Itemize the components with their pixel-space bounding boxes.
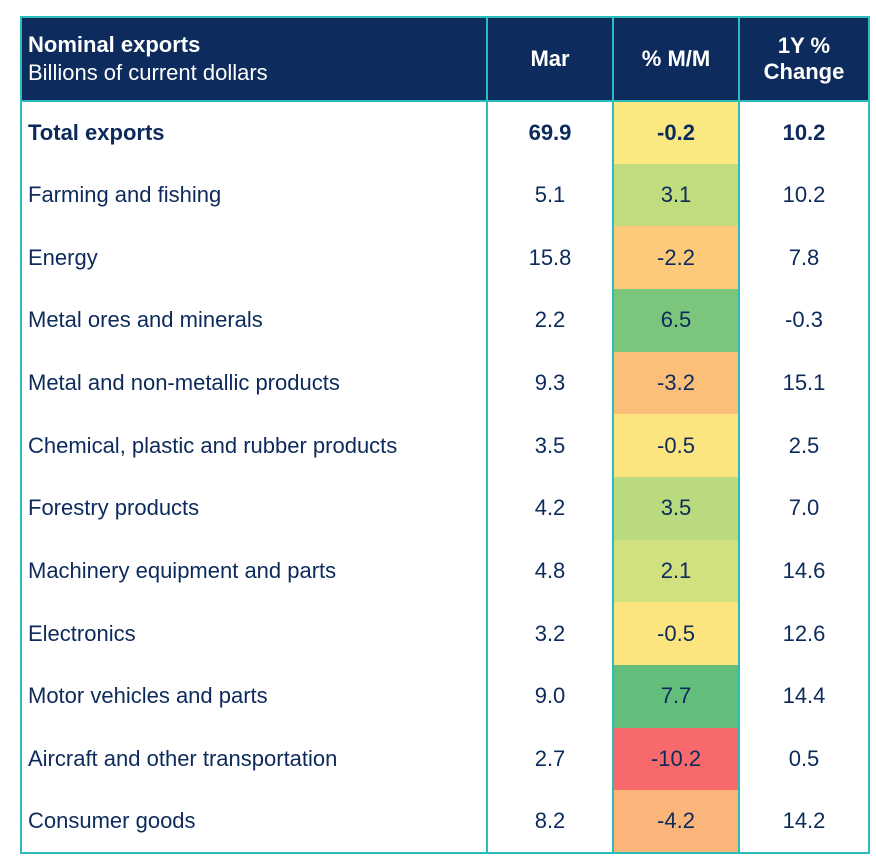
yoy-value: -0.3: [738, 288, 869, 352]
table-header: Nominal exports Billions of current doll…: [21, 17, 869, 102]
mar-value: 2.2: [486, 288, 613, 352]
table-row: Total exports 69.9 -0.2 10.2: [21, 101, 869, 164]
yoy-value: 7.8: [738, 226, 869, 289]
mm-value: 2.1: [612, 539, 739, 603]
mm-value: -3.2: [612, 351, 739, 415]
column-header-yoy: 1Y % Change: [738, 17, 869, 102]
mar-value: 3.2: [486, 602, 613, 665]
column-header-yoy-line1: 1Y %: [777, 33, 831, 58]
column-header-mm: % M/M: [612, 17, 739, 102]
row-label: Total exports: [28, 119, 165, 145]
mar-value: 4.2: [486, 476, 613, 540]
row-label: Energy: [28, 244, 98, 270]
row-label: Chemical, plastic and rubber products: [28, 432, 398, 458]
table-row: Metal ores and minerals 2.2 6.5 -0.3: [21, 288, 869, 352]
table-subtitle: Billions of current dollars: [28, 60, 268, 85]
exports-table-container: Nominal exports Billions of current doll…: [20, 16, 870, 854]
table-row: Farming and fishing 5.1 3.1 10.2: [21, 163, 869, 227]
yoy-value: 10.2: [738, 101, 869, 164]
row-label: Motor vehicles and parts: [28, 683, 268, 709]
mm-value: -4.2: [612, 790, 739, 853]
table-row: Chemical, plastic and rubber products 3.…: [21, 414, 869, 477]
mm-value: 7.7: [612, 664, 739, 728]
mar-value: 8.2: [486, 790, 613, 853]
exports-table: Nominal exports Billions of current doll…: [20, 16, 870, 854]
row-label: Farming and fishing: [28, 181, 222, 207]
yoy-value: 14.4: [738, 664, 869, 728]
yoy-value: 14.2: [738, 790, 869, 853]
row-label: Consumer goods: [28, 808, 196, 834]
mm-value: 3.5: [612, 476, 739, 540]
table-row: Aircraft and other transportation 2.7 -1…: [21, 727, 869, 791]
mar-value: 4.8: [486, 539, 613, 603]
yoy-value: 0.5: [738, 727, 869, 791]
mm-value: -0.2: [612, 101, 739, 164]
yoy-value: 12.6: [738, 602, 869, 665]
mar-value: 5.1: [486, 163, 613, 227]
table-body: Total exports 69.9 -0.2 10.2 Farming and…: [21, 101, 869, 853]
table-row: Metal and non-metallic products 9.3 -3.2…: [21, 351, 869, 415]
table-row: Electronics 3.2 -0.5 12.6: [21, 602, 869, 665]
row-label: Metal ores and minerals: [28, 307, 263, 333]
table-row: Machinery equipment and parts 4.8 2.1 14…: [21, 539, 869, 603]
header-row: Nominal exports Billions of current doll…: [21, 17, 869, 102]
table-row: Consumer goods 8.2 -4.2 14.2: [21, 790, 869, 853]
row-label: Electronics: [28, 620, 136, 646]
mm-value: -2.2: [612, 226, 739, 289]
header-title-cell: Nominal exports Billions of current doll…: [21, 17, 487, 102]
mm-value: -0.5: [612, 602, 739, 665]
row-label: Forestry products: [28, 495, 200, 521]
mar-value: 69.9: [486, 101, 613, 164]
mar-value: 9.3: [486, 351, 613, 415]
table-row: Forestry products 4.2 3.5 7.0: [21, 476, 869, 540]
mar-value: 9.0: [486, 664, 613, 728]
yoy-value: 2.5: [738, 414, 869, 477]
mm-value: -0.5: [612, 414, 739, 477]
row-label: Aircraft and other transportation: [28, 745, 338, 771]
mm-value: -10.2: [612, 727, 739, 791]
row-label: Metal and non-metallic products: [28, 369, 340, 395]
yoy-value: 10.2: [738, 163, 869, 227]
mm-value: 6.5: [612, 288, 739, 352]
yoy-value: 14.6: [738, 539, 869, 603]
mar-value: 2.7: [486, 727, 613, 791]
mar-value: 15.8: [486, 226, 613, 289]
column-header-mar: Mar: [486, 17, 613, 102]
row-label: Machinery equipment and parts: [28, 557, 337, 583]
yoy-value: 7.0: [738, 476, 869, 540]
yoy-value: 15.1: [738, 351, 869, 415]
mar-value: 3.5: [486, 414, 613, 477]
column-header-yoy-line2: Change: [763, 59, 845, 84]
mm-value: 3.1: [612, 163, 739, 227]
table-row: Motor vehicles and parts 9.0 7.7 14.4: [21, 664, 869, 728]
table-title: Nominal exports: [28, 32, 201, 57]
table-row: Energy 15.8 -2.2 7.8: [21, 226, 869, 289]
